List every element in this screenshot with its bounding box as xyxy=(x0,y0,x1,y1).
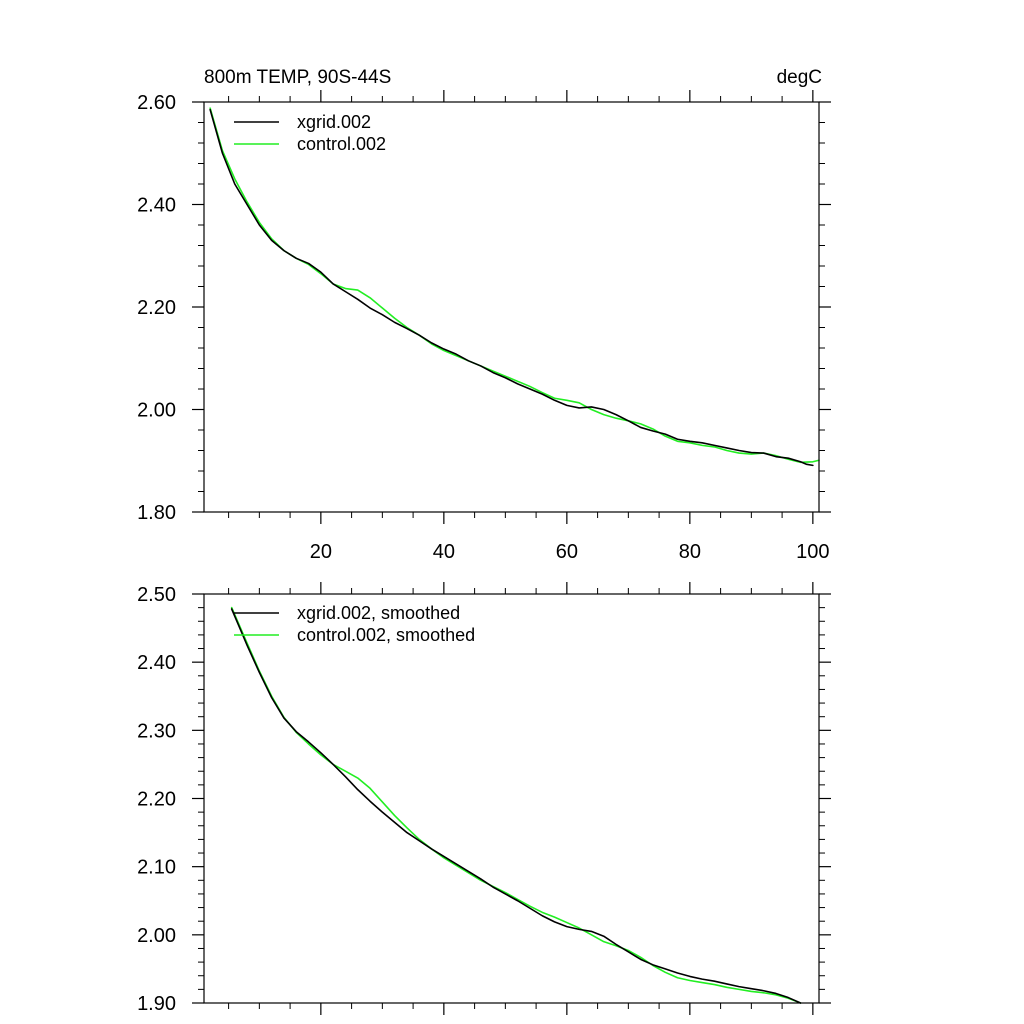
x-tick-label: 80 xyxy=(679,541,701,563)
top-panel: 800m TEMP, 90S-44S degC 1.80 2.00 2.20 2.40… xyxy=(137,67,831,563)
legend-label-control-smoothed: control.002, smoothed xyxy=(297,625,475,645)
x-tick-label: 100 xyxy=(796,541,829,563)
bottom-panel-plot-frame xyxy=(203,593,820,1004)
series-line-xgrid xyxy=(209,108,814,467)
y-tick-label: 1.90 xyxy=(137,993,176,1015)
y-tick-label: 2.40 xyxy=(137,652,176,674)
series-line-xgrid xyxy=(230,608,802,1004)
series-line-control xyxy=(209,107,820,464)
legend-label-xgrid-smoothed: xgrid.002, smoothed xyxy=(297,603,460,623)
y-tick-label: 2.00 xyxy=(137,400,176,422)
y-tick-label: 2.60 xyxy=(137,92,176,114)
bottom-panel: 1.90 2.00 2.10 2.20 2.30 2.40 2.50 xgrid.002, … xyxy=(137,582,831,1015)
y-tick-label: 2.20 xyxy=(137,789,176,811)
y-tick-label: 2.20 xyxy=(137,297,176,319)
x-tick-label: 40 xyxy=(433,541,455,563)
bottom-panel-legend: xgrid.002, smoothed control.002, smoothe… xyxy=(234,603,475,645)
top-panel-legend: xgrid.002 control.002 xyxy=(234,112,386,154)
top-panel-ticks: 1.80 2.00 2.20 2.40 2.60 20 40 60 80 100 xyxy=(137,90,831,563)
y-tick-label: 2.00 xyxy=(137,925,176,947)
top-panel-units: degC xyxy=(777,67,822,88)
y-tick-label: 2.10 xyxy=(137,857,176,879)
top-panel-plot-frame xyxy=(203,101,820,513)
x-tick-label: 20 xyxy=(310,541,332,563)
top-panel-series xyxy=(209,107,820,467)
legend-label-xgrid: xgrid.002 xyxy=(297,112,371,132)
y-tick-label: 1.80 xyxy=(137,502,176,524)
bottom-panel-ticks: 1.90 2.00 2.10 2.20 2.30 2.40 2.50 xyxy=(137,582,831,1015)
y-tick-label: 2.40 xyxy=(137,195,176,217)
legend-label-control: control.002 xyxy=(297,134,386,154)
bottom-panel-series xyxy=(230,606,802,1004)
x-tick-label: 60 xyxy=(556,541,578,563)
y-tick-label: 2.50 xyxy=(137,584,176,606)
y-tick-label: 2.30 xyxy=(137,720,176,742)
top-panel-title: 800m TEMP, 90S-44S xyxy=(204,67,391,88)
